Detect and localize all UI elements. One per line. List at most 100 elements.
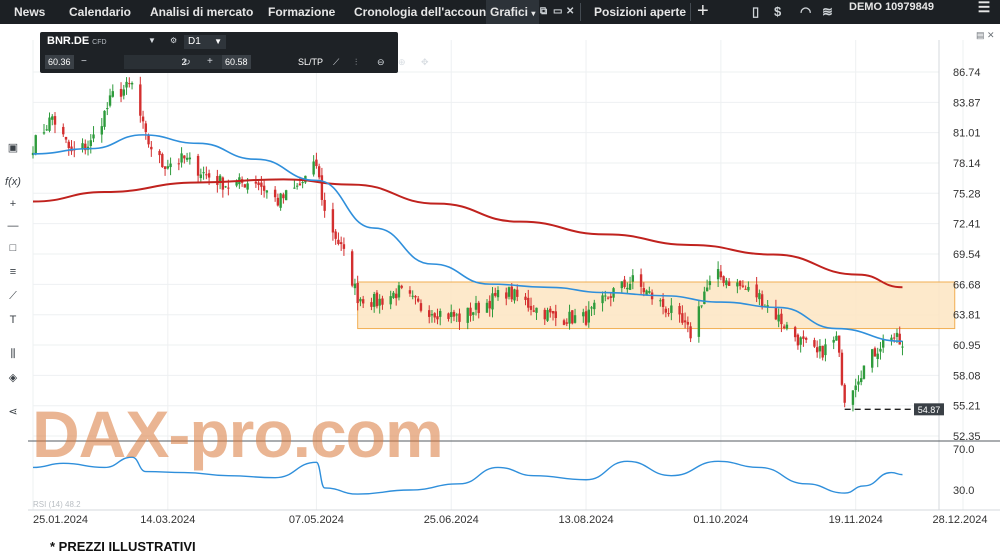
education-icon[interactable]: ◠ (800, 4, 812, 19)
candle-up (876, 353, 879, 359)
sltp-button[interactable]: SL/TP (298, 57, 324, 67)
refresh-icon[interactable]: ↻ (183, 57, 191, 67)
close-icon[interactable]: ✕ (566, 6, 575, 17)
candle-up (648, 291, 651, 293)
candle-up (42, 132, 46, 134)
candle-up (736, 282, 739, 287)
candle-down (793, 327, 797, 338)
watermark-logo: DAX-pro.com (32, 397, 444, 471)
candle-down (361, 299, 365, 304)
candle-up (604, 295, 607, 297)
candle-down (609, 296, 613, 298)
decrease-quantity-button[interactable]: − (81, 56, 87, 67)
line-chart-icon[interactable]: ⟋ (333, 57, 340, 67)
timeframe-select[interactable]: D1 ▼ (184, 35, 226, 49)
candle-down (254, 181, 258, 184)
deposit-icon[interactable]: $ (774, 4, 782, 19)
candle-up (45, 129, 48, 131)
candle-down (350, 251, 354, 286)
candle-up (389, 296, 392, 305)
move-icon[interactable]: ✥ (421, 57, 429, 67)
nav-news[interactable]: News (14, 5, 46, 19)
candle-down (315, 159, 318, 167)
zoom-in-icon[interactable]: ⊕ (398, 57, 406, 67)
sell-price[interactable]: 60.36 (45, 55, 74, 69)
account-indicator[interactable]: DEMO 10979849 (849, 0, 969, 14)
zoom-out-icon[interactable]: ⊖ (377, 57, 385, 67)
instrument-symbol[interactable]: BNR.DE CFD (47, 35, 107, 47)
share-icon[interactable]: ⋖ (8, 406, 18, 418)
rectangle-tool-icon[interactable]: □ (9, 242, 17, 254)
crosshair-icon[interactable]: + (9, 198, 17, 210)
candle-up (122, 89, 125, 96)
candle-down (565, 322, 568, 324)
price-tick-label: 63.81 (953, 310, 981, 322)
price-tick-label: 83.87 (953, 97, 981, 109)
disclaimer-note: * PREZZI ILLUSTRATIVI (50, 539, 196, 554)
buy-price[interactable]: 60.58 (222, 55, 251, 69)
bar-chart-icon[interactable]: ⫶ (355, 57, 358, 67)
line-tool-icon[interactable]: — (7, 220, 19, 232)
indicators-icon[interactable]: f(x) (5, 176, 21, 188)
tab-grafici[interactable]: Grafici ▾ (486, 0, 540, 24)
notifications-icon[interactable]: ▯ (752, 4, 760, 19)
window-controls-icon[interactable]: ▤ ✕ (976, 30, 995, 40)
candle-down (205, 174, 208, 176)
pitchfork-icon[interactable]: ⟋ (9, 290, 17, 302)
minimize-icon[interactable]: ▭ (553, 6, 563, 17)
candle-up (890, 337, 893, 342)
candle-up (89, 140, 92, 147)
support-zone-rect (357, 281, 956, 330)
candle-down (458, 313, 461, 322)
candle-down (494, 292, 497, 296)
candle-down (813, 340, 816, 347)
candle-up (631, 275, 635, 282)
candle-up (125, 81, 128, 88)
fibonacci-icon[interactable]: ≡ (9, 266, 17, 278)
nav-calendario[interactable]: Calendario (69, 5, 132, 19)
candle-up (700, 305, 703, 307)
instrument-type: CFD (92, 39, 107, 46)
add-tab-button[interactable]: + (697, 0, 709, 22)
chevron-down-icon[interactable]: ▼ (148, 36, 156, 45)
candle-up (799, 337, 802, 345)
rsi-tick-label: 70.0 (953, 444, 974, 456)
candle-up (301, 182, 304, 184)
candle-down (606, 297, 610, 299)
candle-down (802, 336, 805, 339)
candle-up (777, 314, 780, 322)
template-icon[interactable]: ⫼ (10, 348, 16, 360)
candle-up (169, 163, 172, 168)
popout-icon[interactable]: ⧉ (540, 6, 548, 17)
candle-up (645, 290, 648, 295)
candle-down (527, 297, 530, 308)
nav-analisi-di-mercato[interactable]: Analisi di mercato (150, 5, 254, 19)
candle-down (158, 151, 161, 156)
text-tool-icon[interactable]: T (9, 314, 17, 326)
chart-type-icon[interactable]: ▣ (7, 142, 19, 154)
candle-up (587, 309, 590, 323)
settings-icon[interactable]: ⚙ (170, 36, 178, 45)
candle-up (620, 281, 624, 289)
increase-quantity-button[interactable]: + (207, 56, 213, 67)
candle-down (893, 337, 896, 339)
candle-down (408, 290, 412, 294)
candle-up (697, 306, 701, 337)
candle-down (144, 123, 148, 132)
date-tick-label: 07.05.2024 (289, 514, 344, 526)
quantity-input[interactable]: 2 (124, 55, 244, 69)
candle-up (835, 335, 838, 341)
menu-icon[interactable]: ☰ (977, 0, 991, 15)
nav-cronologia-account[interactable]: Cronologia dell'account (354, 5, 491, 19)
candle-down (53, 116, 57, 125)
nav-formazione[interactable]: Formazione (268, 5, 336, 19)
candle-up (703, 291, 706, 305)
nav-posizioni-aperte[interactable]: Posizioni aperte (594, 5, 687, 19)
candle-down (584, 311, 588, 325)
price-tick-label: 81.01 (953, 128, 981, 140)
candle-up (378, 298, 381, 306)
layers-icon[interactable]: ◈ (8, 372, 18, 384)
candle-down (505, 292, 508, 299)
candle-down (257, 182, 260, 186)
